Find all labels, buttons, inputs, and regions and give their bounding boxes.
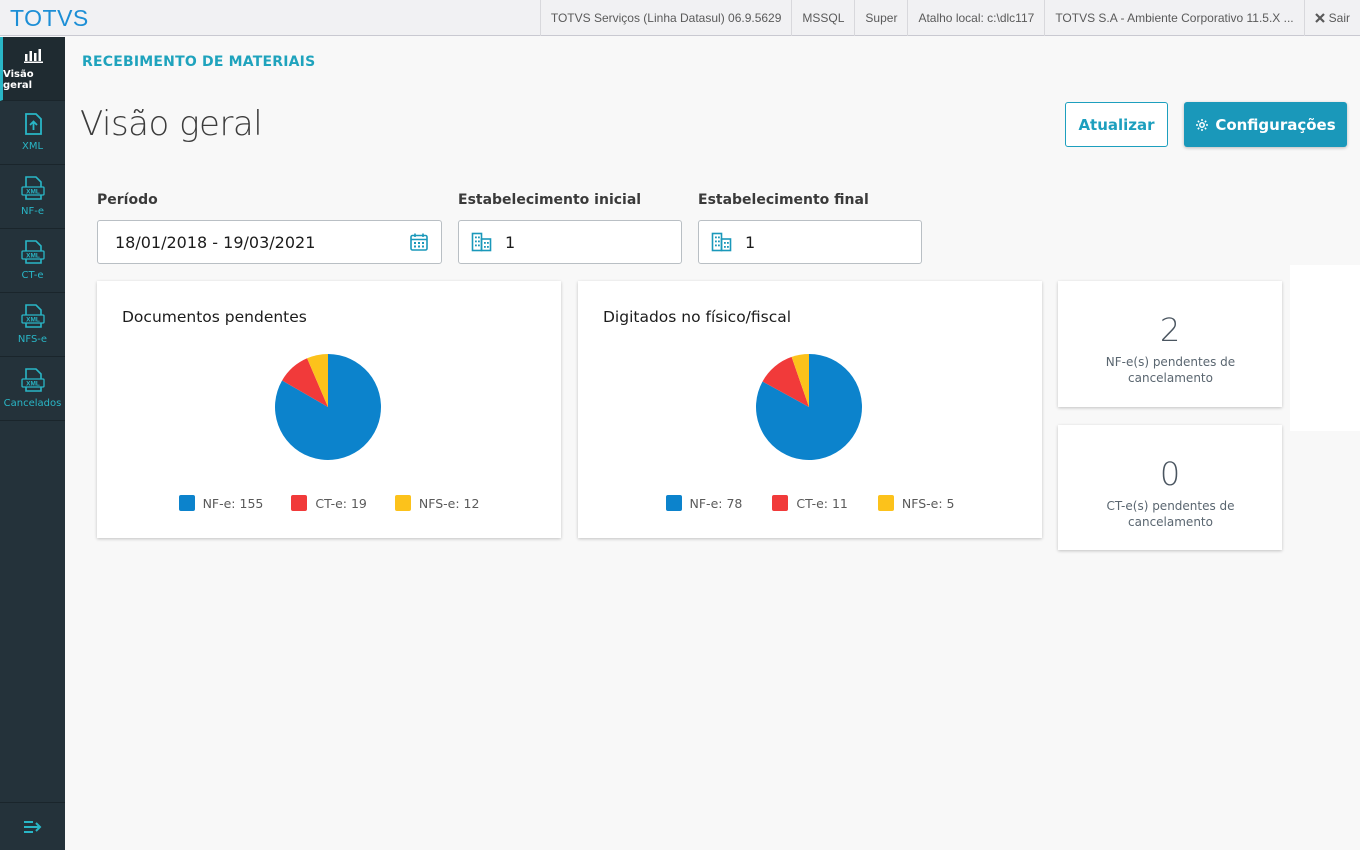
legend-swatch (665, 495, 682, 511)
legend-label: NFS-e: 12 (418, 495, 480, 511)
sidebar-item-cancelled[interactable]: XML Cancelados (0, 357, 65, 421)
end-establishment-field[interactable]: 1 (698, 220, 922, 264)
chart-legend: NF-e: 78 CT-e: 11 NFS-e: 5 (578, 495, 1042, 511)
chart-title: Documentos pendentes (122, 308, 307, 326)
legend-label: CT-e: 11 (796, 495, 848, 511)
pie-slice-cte[interactable] (762, 356, 809, 407)
legend-item-nfe[interactable]: NF-e: 78 (665, 495, 743, 511)
pie-slice-nfse[interactable] (791, 354, 809, 407)
page-title: Visão geral (80, 104, 263, 144)
gear-icon (1196, 118, 1209, 131)
typed-physical-fiscal-card: Digitados no físico/fiscal NF-e: 78 CT-e… (578, 281, 1042, 538)
stat-label: NF-e(s) pendentes de cancelamento (1105, 355, 1236, 385)
start-establishment-field[interactable]: 1 (458, 220, 682, 264)
svg-text:XML: XML (26, 317, 40, 324)
legend-swatch (394, 495, 411, 511)
sidebar-item-cte[interactable]: XML CT-e (0, 229, 65, 293)
top-bar: TOTVS TOTVS Serviços (Linha Datasul) 06.… (0, 0, 1360, 36)
exit-button[interactable]: Sair (1303, 0, 1360, 36)
xml-file-icon: XML (20, 368, 45, 392)
legend-swatch (291, 495, 308, 511)
legend-item-cte[interactable]: CT-e: 19 (291, 495, 367, 511)
legend-label: NF-e: 155 (202, 495, 264, 511)
refresh-button[interactable]: Atualizar (1065, 102, 1168, 147)
legend-label: CT-e: 19 (315, 495, 367, 511)
sidebar-item-nfe[interactable]: XML NF-e (0, 165, 65, 229)
sidebar: Visão geral XML XML NF-e XML CT-e XML NF… (0, 37, 65, 850)
building-icon (711, 232, 732, 252)
database-info: MSSQL (791, 0, 854, 36)
stat-value: 0 (1159, 455, 1181, 493)
sidebar-item-overview[interactable]: Visão geral (0, 37, 65, 101)
local-shortcut-info: Atalho local: c:\dlc117 (907, 0, 1044, 36)
legend-swatch (877, 495, 894, 511)
calendar-icon[interactable] (409, 232, 429, 252)
legend-swatch (772, 495, 789, 511)
xml-file-icon: XML (20, 240, 45, 264)
period-label: Período (97, 192, 158, 208)
start-establishment-label: Estabelecimento inicial (458, 192, 642, 208)
background-panel (1290, 265, 1360, 431)
end-establishment-value: 1 (745, 232, 756, 252)
close-icon (1314, 13, 1325, 23)
upload-file-icon (24, 113, 42, 135)
sidebar-item-label: NFS-e (17, 334, 48, 345)
end-establishment-label: Estabelecimento final (698, 192, 869, 208)
bar-chart-icon (24, 48, 43, 63)
settings-button[interactable]: Configurações (1184, 102, 1347, 147)
chart-title: Digitados no físico/fiscal (603, 308, 792, 326)
exit-label: Sair (1328, 11, 1350, 25)
sidebar-item-label: XML (21, 141, 44, 152)
sidebar-item-label: CT-e (21, 270, 44, 281)
svg-text:XML: XML (26, 189, 40, 196)
svg-text:XML: XML (26, 253, 40, 260)
expand-menu-icon (23, 820, 41, 833)
legend-label: NFS-e: 5 (901, 495, 955, 511)
legend-swatch (178, 495, 195, 511)
sidebar-item-label: NF-e (21, 206, 44, 217)
pending-documents-pie[interactable] (274, 353, 382, 461)
xml-file-icon: XML (20, 304, 45, 328)
cte-cancel-pending-card[interactable]: 0 CT-e(s) pendentes de cancelamento (1058, 425, 1282, 550)
stat-value: 2 (1159, 311, 1181, 349)
sidebar-item-xml[interactable]: XML (0, 101, 65, 165)
settings-label: Configurações (1215, 115, 1336, 134)
sidebar-item-label: Visão geral (3, 68, 34, 91)
xml-file-icon: XML (20, 176, 45, 200)
svg-text:XML: XML (26, 381, 40, 388)
product-info: TOTVS Serviços (Linha Datasul) 06.9.5629 (539, 0, 792, 36)
building-icon (471, 232, 492, 252)
top-bar-info: TOTVS Serviços (Linha Datasul) 06.9.5629… (539, 0, 1360, 36)
chart-legend: NF-e: 155 CT-e: 19 NFS-e: 12 (97, 495, 561, 511)
legend-item-cte[interactable]: CT-e: 11 (772, 495, 848, 511)
environment-info: TOTVS S.A - Ambiente Corporativo 11.5.X … (1044, 0, 1303, 36)
pie-slice-nfse[interactable] (307, 354, 328, 407)
totvs-logo: TOTVS (10, 5, 89, 31)
stat-label: CT-e(s) pendentes de cancelamento (1106, 499, 1235, 529)
sidebar-item-nfse[interactable]: XML NFS-e (0, 293, 65, 357)
sidebar-item-label: Cancelados (3, 398, 62, 409)
start-establishment-value: 1 (505, 232, 516, 252)
legend-item-nfse[interactable]: NFS-e: 12 (394, 495, 480, 511)
period-value: 18/01/2018 - 19/03/2021 (115, 232, 316, 252)
sidebar-toggle-button[interactable] (0, 802, 65, 850)
user-info: Super (854, 0, 907, 36)
period-field[interactable]: 18/01/2018 - 19/03/2021 (97, 220, 442, 264)
typed-physical-fiscal-pie[interactable] (755, 353, 863, 461)
legend-item-nfe[interactable]: NF-e: 155 (178, 495, 264, 511)
nfe-cancel-pending-card[interactable]: 2 NF-e(s) pendentes de cancelamento (1058, 281, 1282, 407)
legend-item-nfse[interactable]: NFS-e: 5 (877, 495, 955, 511)
legend-label: NF-e: 78 (689, 495, 743, 511)
pie-slice-cte[interactable] (282, 358, 328, 407)
pending-documents-card: Documentos pendentes NF-e: 155 CT-e: 19 … (97, 281, 561, 538)
breadcrumb[interactable]: RECEBIMENTO DE MATERIAIS (82, 54, 316, 70)
